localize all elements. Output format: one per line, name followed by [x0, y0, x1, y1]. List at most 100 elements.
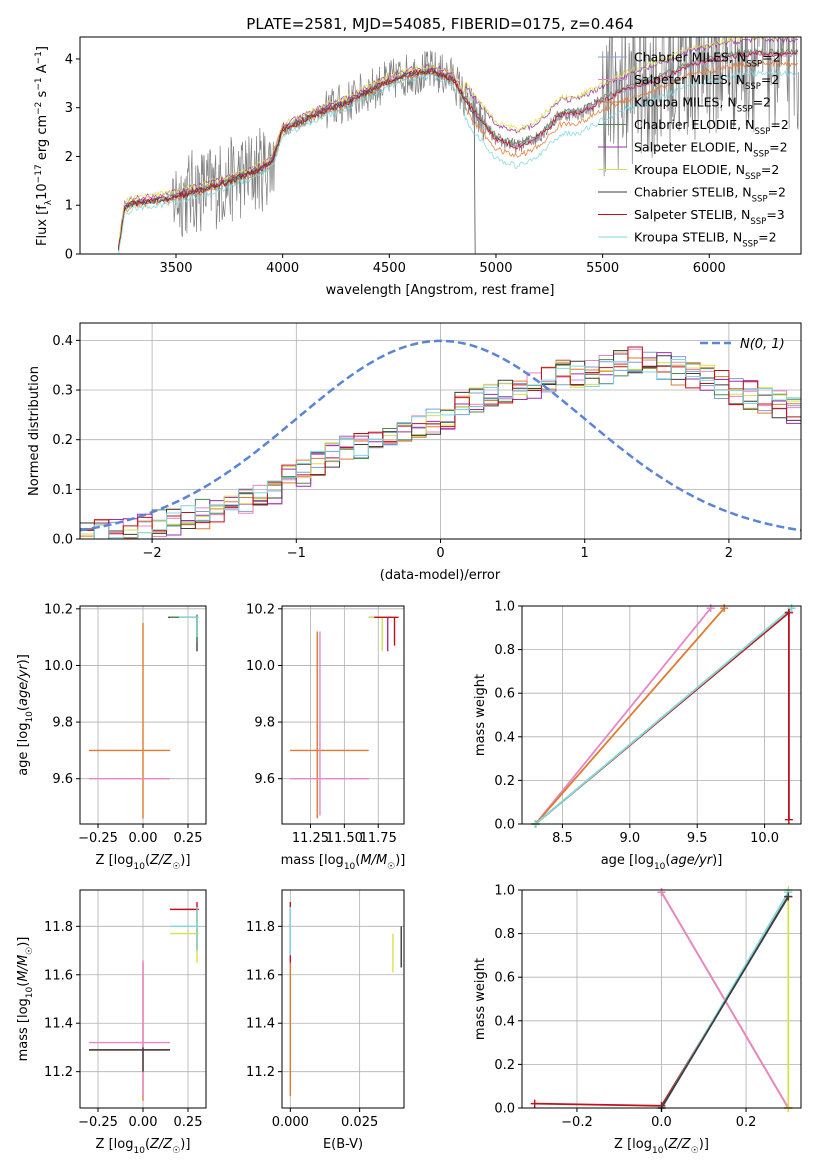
label-part: ( [145, 853, 150, 868]
model-spectrum-salpeter-elodie [118, 37, 799, 248]
y-tick-label: 11.2 [44, 1065, 73, 1080]
y-tick-label: 1.0 [494, 600, 515, 615]
axes-frame [281, 605, 405, 825]
y-tick-label: 10.0 [44, 659, 73, 674]
y-tick-label: 0 [65, 248, 73, 263]
label-part: 10 [654, 862, 666, 872]
legend-sub: SSP [754, 127, 770, 137]
y-axis-label: age [log10(age/yr)] [16, 654, 35, 776]
plot-area [289, 902, 402, 1096]
panel-mass-weight-vs-metallicity: −0.2 0.0 0.2 0.0 0.2 0.4 0.6 0.8 1.0 Z [log10(Z/Z… [473, 884, 802, 1156]
y-tick-label: 9.8 [52, 716, 73, 731]
plot-area [89, 902, 199, 1101]
legend-sub: SSP [742, 240, 758, 250]
y-tick-label: 11.4 [246, 1017, 275, 1032]
x-tick-label: 0.025 [341, 1115, 378, 1130]
label-part: )] [712, 853, 722, 868]
label-part: )] [699, 1137, 709, 1152]
histogram-salpeter-stelib [80, 346, 801, 539]
y-tick-label: 0.8 [494, 643, 515, 658]
legend: N(0, 1) [700, 337, 785, 352]
observed-spectrum [118, 37, 800, 252]
panel-mass-vs-extinction: 0.000 0.025 11.2 11.4 11.6 11.8 E(B-V) [246, 889, 405, 1152]
label-part: erg cm [35, 115, 50, 164]
label-part: age [log [16, 723, 31, 776]
y-tick-label: 0.0 [494, 818, 515, 833]
y-tick-label: 1.0 [494, 884, 515, 899]
x-tick-label: 0.00 [129, 1115, 158, 1130]
x-tick-label: 5500 [586, 261, 619, 276]
x-axis-label: E(B-V) [323, 1137, 363, 1152]
y-tick-label: 10.2 [246, 602, 275, 617]
model-spectrum-kroupa-elodie [118, 37, 798, 246]
x-tick-label: 8.5 [552, 831, 573, 846]
y-tick-label: 0.2 [52, 433, 73, 448]
legend-count: =2 [770, 117, 788, 132]
label-part: ( [16, 982, 31, 987]
x-tick-label: −1 [287, 546, 306, 561]
label-part: Normed distribution [27, 366, 42, 496]
y-tick-label: 0.8 [494, 927, 515, 942]
label-part: E(B-V) [323, 1137, 363, 1152]
y-tick-label: 4 [65, 52, 73, 67]
legend-label: Chabrier ELODIE, N [634, 117, 754, 132]
panel-residual-histogram: N(0, 1) −2 −1 0 1 2 0.0 0.1 0.2 0.3 0.4 (data-model… [27, 322, 802, 583]
label-part: mass [log [281, 853, 344, 868]
y-tick-label: 9.6 [254, 772, 275, 787]
label-part: age/yr [670, 853, 713, 868]
label-part: −2 [34, 102, 44, 115]
legend-entry: Salpeter STELIB, NSSP=3 [634, 207, 785, 227]
x-axis-label: mass [log10(M/M☉)] [281, 853, 406, 872]
legend-label: Chabrier STELIB, N [634, 185, 752, 200]
label-part: ☉ [172, 862, 180, 872]
label-part: (data-model)/error [380, 568, 501, 583]
label-part: ( [665, 853, 670, 868]
legend-label: Salpeter MILES, N [634, 72, 745, 87]
legend-count: =2 [761, 162, 779, 177]
legend-entry: Kroupa STELIB, NSSP=2 [634, 230, 777, 250]
legend-count: =2 [768, 185, 786, 200]
data-marker [784, 892, 793, 901]
x-tick-label: 5000 [479, 261, 512, 276]
normal-distribution-curve [80, 339, 801, 532]
label-part: 10 [133, 862, 145, 872]
y-tick-label: 0.2 [494, 1058, 515, 1073]
legend-count: =2 [753, 95, 771, 110]
axes-frame [521, 605, 802, 825]
y-tick-label: 9.8 [254, 716, 275, 731]
y-tick-label: 2 [65, 150, 73, 165]
label-part: −17 [34, 164, 44, 183]
model-spectrum-kroupa-miles [118, 60, 799, 250]
legend-entry: Kroupa ELODIE, NSSP=2 [634, 162, 779, 182]
histogram-chabrier-stelib [80, 350, 801, 539]
label-part: mass weight [473, 674, 488, 756]
legend-entry: Chabrier STELIB, NSSP=2 [634, 185, 786, 205]
x-axis-label: age [log10(age/yr)] [601, 853, 723, 872]
x-tick-label: 4500 [373, 261, 406, 276]
legend-entry: Kroupa MILES, NSSP=2 [634, 95, 771, 115]
label-part: M/M [16, 955, 31, 982]
label-part: ( [355, 853, 360, 868]
label-part: ☉ [25, 947, 35, 955]
x-axis-label: wavelength [Angstrom, rest frame] [326, 283, 555, 298]
axes-frame [79, 36, 802, 255]
plot-area [89, 614, 199, 819]
mass-weight-line [534, 607, 712, 824]
y-tick-label: 0.0 [494, 1102, 515, 1117]
x-tick-label: 4000 [266, 261, 299, 276]
y-tick-label: 11.2 [246, 1065, 275, 1080]
x-tick-label: 11.50 [326, 831, 363, 846]
x-tick-label: 0 [436, 546, 444, 561]
data-marker [530, 1099, 539, 1108]
y-axis-label: Normed distribution [27, 366, 42, 496]
y-tick-label: 0.4 [52, 334, 73, 349]
label-part: 10 [25, 711, 35, 723]
x-axis-label: (data-model)/error [380, 568, 501, 583]
y-tick-label: 0.6 [494, 687, 515, 702]
label-part: age [log [601, 853, 654, 868]
label-part: )] [180, 853, 190, 868]
